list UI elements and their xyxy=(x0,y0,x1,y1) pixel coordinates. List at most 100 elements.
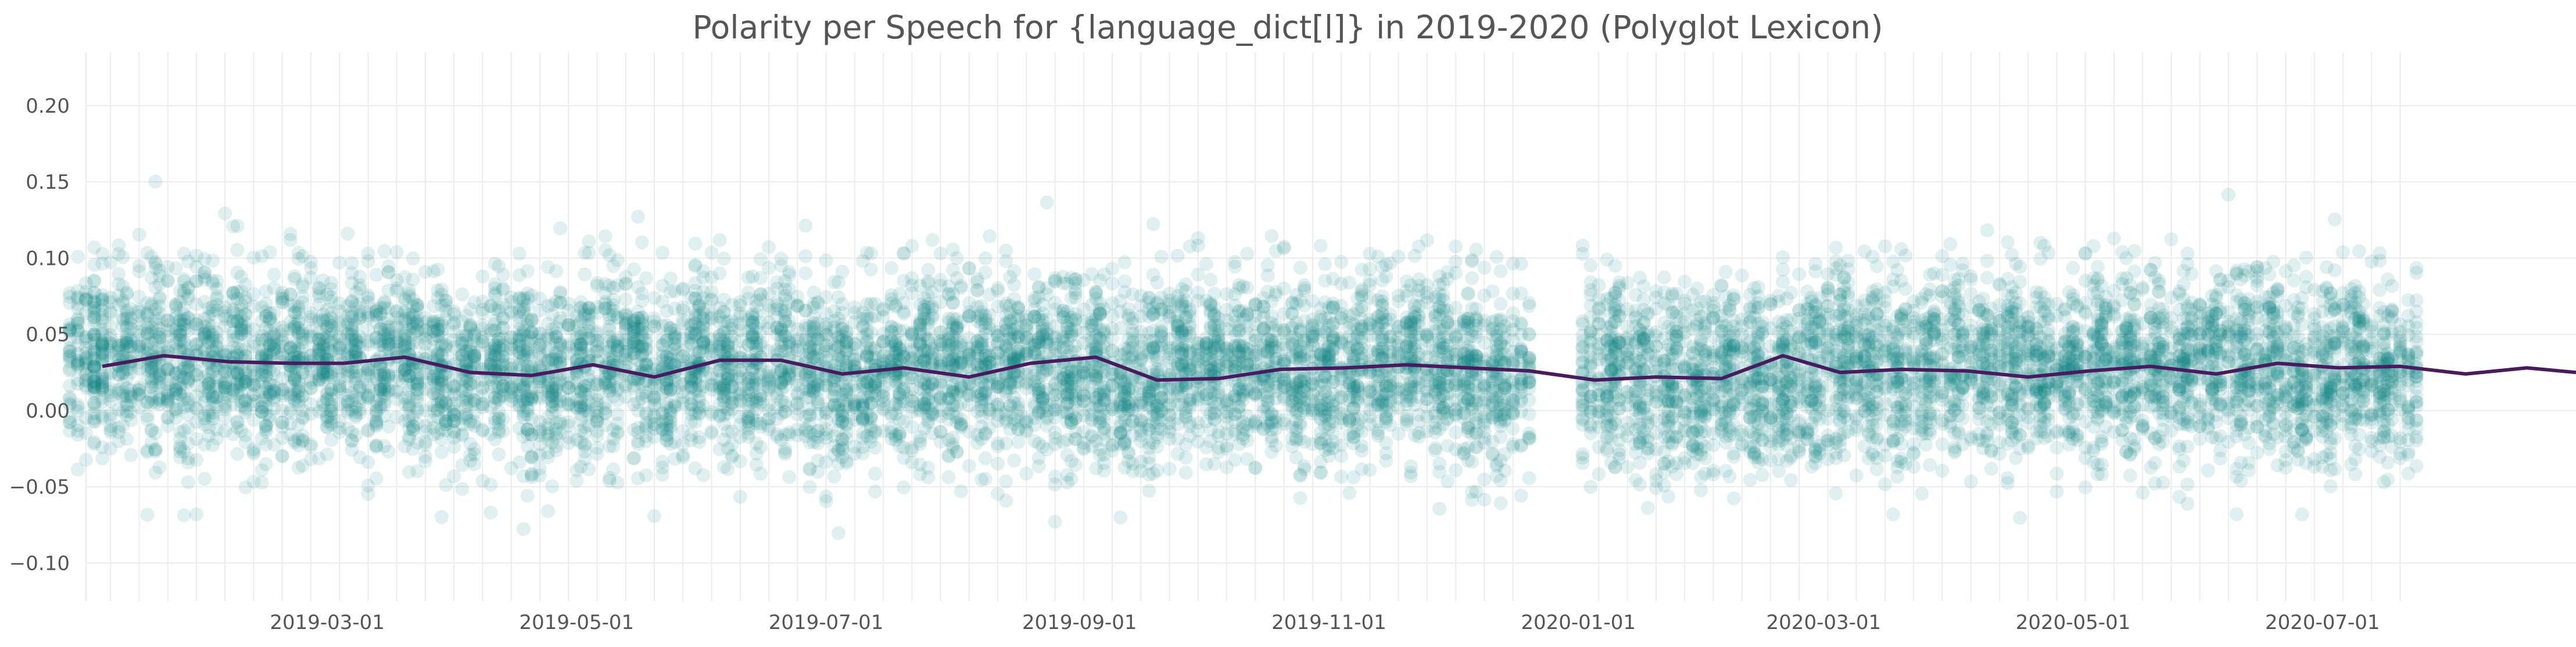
scatter-point xyxy=(132,340,146,354)
scatter-point xyxy=(618,292,633,307)
scatter-point xyxy=(618,276,633,291)
scatter-point xyxy=(71,297,85,312)
scatter-point xyxy=(63,350,77,365)
scatter-point xyxy=(116,390,130,405)
scatter-point xyxy=(1105,261,1120,276)
scatter-point xyxy=(116,348,130,362)
scatter-point xyxy=(112,341,126,355)
scatter-point xyxy=(116,365,130,380)
scatter-point xyxy=(112,247,126,261)
scatter-point xyxy=(87,294,101,308)
scatter-point xyxy=(733,490,747,504)
scatter-point xyxy=(95,336,109,350)
scatter-point xyxy=(921,470,936,484)
scatter-point xyxy=(79,340,93,355)
scatter-point xyxy=(87,378,101,393)
scatter-point xyxy=(63,286,77,300)
scatter-point xyxy=(95,338,110,353)
scatter-point xyxy=(361,455,375,469)
scatter-point xyxy=(124,317,138,331)
chart-title: Polarity per Speech for {language_dict[l… xyxy=(692,9,1883,46)
scatter-point xyxy=(353,405,367,420)
scatter-point xyxy=(124,334,138,348)
scatter-point xyxy=(87,359,102,373)
scatter-point xyxy=(116,250,130,264)
scatter-point xyxy=(103,319,118,333)
scatter-point xyxy=(140,409,155,423)
scatter-point xyxy=(610,475,625,490)
scatter-point xyxy=(71,292,85,306)
scatter-point xyxy=(95,353,109,366)
scatter-point xyxy=(120,331,134,346)
scatter-point xyxy=(459,308,474,323)
scatter-point xyxy=(888,427,903,442)
scatter-point xyxy=(132,400,146,415)
scatter-point xyxy=(120,303,134,318)
scatter-point xyxy=(63,322,77,337)
scatter-point xyxy=(87,343,101,357)
scatter-point xyxy=(132,304,146,319)
scatter-point xyxy=(71,398,85,412)
scatter-point xyxy=(63,423,77,438)
scatter-point xyxy=(71,427,85,442)
scatter-point xyxy=(132,308,146,323)
scatter-point xyxy=(124,383,138,397)
scatter-point xyxy=(798,266,813,281)
scatter-point xyxy=(95,378,110,392)
scatter-point xyxy=(87,352,102,366)
scatter-point xyxy=(762,240,776,254)
scatter-point xyxy=(864,263,878,276)
scatter-point xyxy=(483,477,498,492)
scatter-point xyxy=(860,246,874,260)
scatter-point xyxy=(897,480,911,495)
scatter-point xyxy=(71,358,85,372)
scatter-point xyxy=(71,316,85,330)
scatter-point xyxy=(140,316,155,330)
scatter-point xyxy=(218,411,232,425)
scatter-point xyxy=(132,289,146,304)
scatter-point xyxy=(561,415,576,429)
scatter-point xyxy=(798,249,813,264)
scatter-point xyxy=(87,380,102,395)
scatter-point xyxy=(95,375,109,389)
scatter-point xyxy=(87,274,101,288)
scatter-point xyxy=(116,296,130,310)
scatter-point xyxy=(361,487,375,501)
scatter-point xyxy=(95,247,110,261)
scatter-point xyxy=(95,292,109,307)
scatter-point xyxy=(87,336,102,351)
scatter-point xyxy=(774,407,789,421)
scatter-point xyxy=(431,263,445,277)
scatter-point xyxy=(230,219,245,233)
scatter-point xyxy=(95,303,109,317)
scatter-point xyxy=(120,336,134,351)
scatter-point xyxy=(819,290,833,304)
scatter-point xyxy=(103,328,118,342)
scatter-point xyxy=(688,236,703,251)
scatter-point xyxy=(447,469,461,484)
scatter-point xyxy=(512,246,526,261)
scatter-point xyxy=(116,389,130,403)
scatter-point xyxy=(140,338,155,353)
scatter-point xyxy=(120,397,134,411)
scatter-point xyxy=(63,349,77,364)
scatter-point xyxy=(639,468,653,483)
scatter-point xyxy=(831,526,845,541)
scatter-point xyxy=(103,365,118,380)
scatter-point xyxy=(95,440,110,455)
scatter-point xyxy=(103,407,118,421)
scatter-point xyxy=(435,510,449,524)
scatter-point xyxy=(435,445,449,459)
scatter-point xyxy=(517,522,531,536)
scatter-point xyxy=(95,372,110,387)
scatter-point xyxy=(754,466,768,481)
scatter-point xyxy=(103,425,118,439)
scatter-point xyxy=(132,317,146,330)
scatter-point xyxy=(520,264,535,278)
scatter-point xyxy=(582,234,596,249)
scatter-point xyxy=(610,407,625,422)
scatter-point xyxy=(655,455,669,469)
scatter-point xyxy=(87,257,102,272)
scatter-point xyxy=(132,382,146,397)
scatter-point xyxy=(124,311,138,326)
